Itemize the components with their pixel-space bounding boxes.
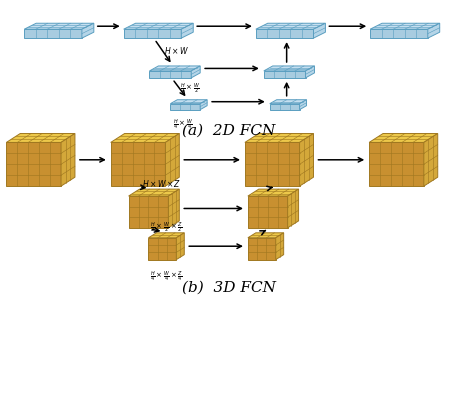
Polygon shape xyxy=(129,196,169,228)
Polygon shape xyxy=(270,104,300,110)
Polygon shape xyxy=(111,133,179,142)
Text: (b)  3D FCN: (b) 3D FCN xyxy=(182,280,276,295)
Polygon shape xyxy=(248,196,288,228)
Polygon shape xyxy=(276,233,284,259)
Polygon shape xyxy=(245,142,300,186)
Polygon shape xyxy=(313,23,326,38)
Polygon shape xyxy=(270,100,306,104)
Polygon shape xyxy=(148,238,176,259)
Polygon shape xyxy=(288,189,299,228)
Polygon shape xyxy=(24,23,94,29)
Polygon shape xyxy=(305,66,315,78)
Polygon shape xyxy=(149,66,200,71)
Polygon shape xyxy=(256,23,326,29)
Polygon shape xyxy=(6,133,75,142)
Polygon shape xyxy=(369,133,438,142)
Polygon shape xyxy=(170,100,207,104)
Polygon shape xyxy=(424,133,438,186)
Polygon shape xyxy=(256,29,313,38)
Polygon shape xyxy=(24,29,82,38)
Polygon shape xyxy=(300,133,313,186)
Text: $H \times W$: $H \times W$ xyxy=(164,44,189,55)
Polygon shape xyxy=(170,104,200,110)
Polygon shape xyxy=(264,66,315,71)
Polygon shape xyxy=(82,23,94,38)
Polygon shape xyxy=(149,71,191,78)
Polygon shape xyxy=(245,133,313,142)
Text: $H \times W \times Z$: $H \times W \times Z$ xyxy=(142,178,181,189)
Polygon shape xyxy=(264,71,305,78)
Polygon shape xyxy=(200,100,207,110)
Text: $\frac{H}{4} \times \frac{W}{4}$: $\frac{H}{4} \times \frac{W}{4}$ xyxy=(173,118,193,132)
Polygon shape xyxy=(181,23,193,38)
Polygon shape xyxy=(248,233,284,238)
Polygon shape xyxy=(428,23,440,38)
Polygon shape xyxy=(129,189,179,196)
Text: (a)  2D FCN: (a) 2D FCN xyxy=(182,124,276,137)
Polygon shape xyxy=(176,233,184,259)
Polygon shape xyxy=(300,100,306,110)
Polygon shape xyxy=(165,133,179,186)
Polygon shape xyxy=(369,142,424,186)
Polygon shape xyxy=(111,142,165,186)
Polygon shape xyxy=(124,29,181,38)
Text: $\frac{H}{2} \times \frac{W}{2} \times \frac{Z}{2}$: $\frac{H}{2} \times \frac{W}{2} \times \… xyxy=(151,221,183,235)
Polygon shape xyxy=(248,189,299,196)
Polygon shape xyxy=(370,29,428,38)
Polygon shape xyxy=(169,189,179,228)
Polygon shape xyxy=(248,238,276,259)
Text: $\frac{H}{4} \times \frac{W}{4} \times \frac{Z}{4}$: $\frac{H}{4} \times \frac{W}{4} \times \… xyxy=(151,270,183,284)
Polygon shape xyxy=(148,233,184,238)
Polygon shape xyxy=(370,23,440,29)
Polygon shape xyxy=(6,142,61,186)
Polygon shape xyxy=(191,66,200,78)
Polygon shape xyxy=(61,133,75,186)
Polygon shape xyxy=(124,23,193,29)
Text: $\frac{H}{2} \times \frac{W}{2}$: $\frac{H}{2} \times \frac{W}{2}$ xyxy=(180,82,201,96)
